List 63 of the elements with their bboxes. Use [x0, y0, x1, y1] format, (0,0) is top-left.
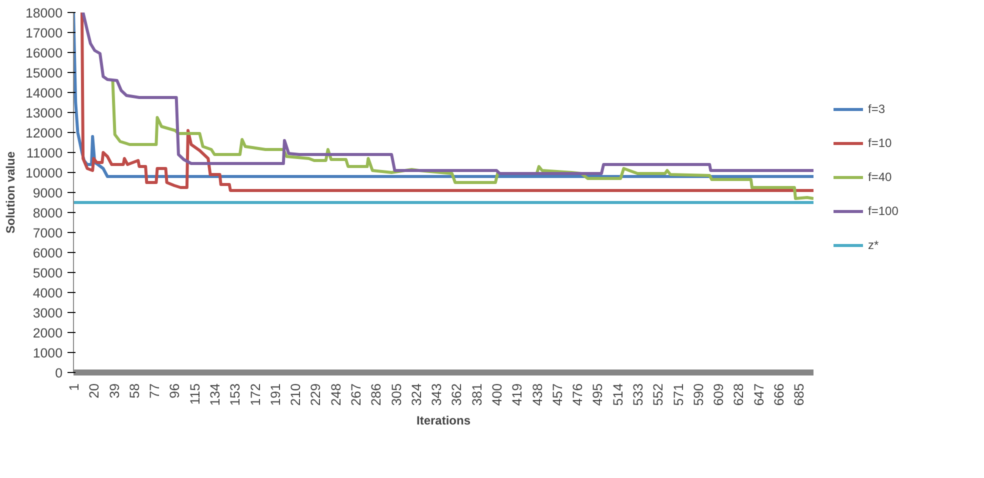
y-tick-label: 12000	[25, 126, 62, 140]
x-tick-label: 685	[792, 383, 807, 406]
x-tick-label: 381	[469, 383, 484, 406]
x-tick-label: 457	[550, 383, 565, 406]
x-tick-label: 647	[751, 383, 766, 406]
x-tick-label: 39	[106, 383, 122, 398]
x-tick-label: 267	[348, 383, 364, 406]
x-tick-label: 248	[328, 383, 344, 406]
legend-label: f=40	[868, 170, 892, 184]
x-tick-label: 571	[670, 383, 686, 406]
y-tick-label: 6000	[32, 246, 63, 260]
y-tick-label: 8000	[32, 206, 63, 220]
x-tick-label: 324	[408, 382, 424, 406]
x-tick-label: 590	[690, 383, 706, 406]
x-tick-label: 210	[288, 383, 304, 406]
y-tick-label: 18000	[25, 6, 62, 20]
x-tick-label: 514	[610, 382, 626, 406]
y-tick-label: 13000	[25, 106, 62, 120]
x-tick-label: 191	[268, 383, 283, 406]
y-tick-label: 11000	[26, 146, 63, 160]
x-tick-label: 343	[429, 383, 444, 406]
x-axis-title: Iterations	[416, 414, 471, 428]
y-tick-label: 4000	[32, 286, 63, 300]
x-tick-label: 20	[86, 383, 102, 398]
x-tick-label: 666	[772, 383, 787, 406]
x-tick-label: 115	[187, 384, 202, 405]
x-tick-label: 438	[530, 383, 545, 406]
y-tick-label: 16000	[25, 46, 62, 60]
x-tick-label: 153	[228, 383, 243, 406]
x-tick-label: 628	[731, 383, 746, 406]
y-tick-label: 7000	[32, 226, 63, 240]
legend-label: z*	[868, 238, 880, 252]
y-tick-label: 0	[55, 366, 63, 380]
y-tick-label: 17000	[25, 26, 62, 40]
x-tick-label: 495	[590, 383, 606, 406]
legend-label: f=10	[868, 136, 892, 150]
x-tick-label: 400	[490, 383, 505, 406]
x-tick-label: 419	[510, 383, 525, 406]
x-tick-label: 305	[388, 383, 404, 406]
x-tick-label: 552	[650, 383, 666, 406]
y-axis-title: Solution value	[3, 151, 18, 234]
x-tick-label: 172	[248, 383, 263, 406]
x-tick-label: 229	[308, 383, 324, 406]
x-tick-label: 476	[570, 383, 586, 406]
x-tick-label: 609	[711, 383, 726, 406]
x-tick-label: 286	[368, 383, 384, 406]
x-tick-label: 533	[630, 383, 646, 406]
x-tick-label: 134	[208, 382, 223, 406]
y-tick-label: 5000	[32, 266, 63, 280]
legend-label: f=3	[868, 102, 886, 116]
y-tick-label: 14000	[25, 86, 62, 100]
y-tick-label: 3000	[32, 306, 63, 320]
y-tick-label: 9000	[32, 186, 63, 200]
y-tick-label: 15000	[25, 66, 62, 80]
x-tick-label: 77	[147, 383, 162, 398]
y-tick-label: 10000	[25, 166, 62, 180]
x-tick-label: 58	[126, 383, 142, 398]
y-tick-label: 2000	[32, 326, 63, 340]
x-tick-label: 362	[449, 383, 464, 406]
y-tick-label: 1000	[32, 346, 63, 360]
x-tick-label: 96	[167, 383, 182, 398]
legend-label: f=100	[868, 204, 898, 218]
x-tick-label: 1	[66, 383, 82, 391]
